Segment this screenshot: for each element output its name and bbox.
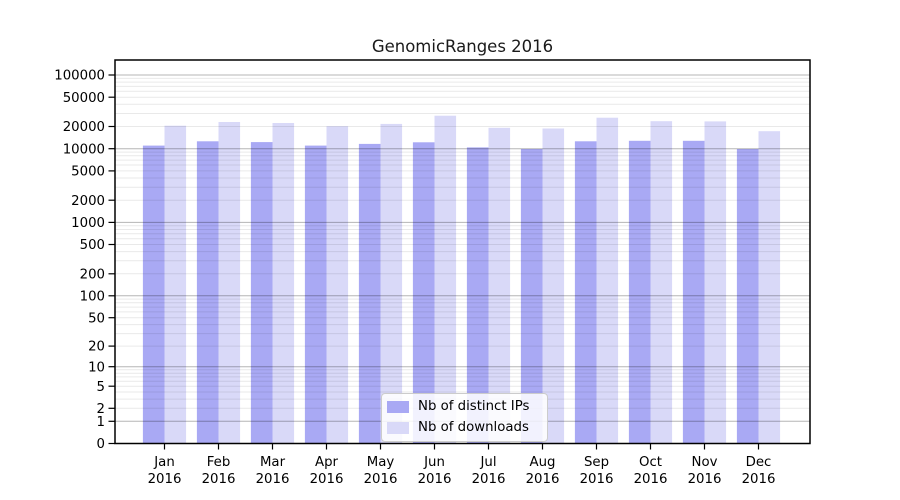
x-tick-label-year: 2016 bbox=[148, 472, 182, 487]
x-tick-label-year: 2016 bbox=[310, 472, 344, 487]
x-tick-label-month: Nov bbox=[692, 455, 718, 470]
bar-jan-downloads bbox=[164, 125, 187, 444]
bar-nov-distinct-ips bbox=[682, 140, 705, 444]
y-tick-label: 2000 bbox=[71, 194, 105, 209]
x-tick-label-year: 2016 bbox=[418, 472, 452, 487]
y-tick-label: 500 bbox=[80, 238, 105, 253]
y-tick-label: 50000 bbox=[63, 91, 105, 106]
legend-label: Nb of distinct IPs bbox=[418, 399, 530, 414]
bar-aug-distinct-ips bbox=[520, 149, 543, 444]
bar-jul-downloads bbox=[488, 127, 511, 444]
bar-sep-distinct-ips bbox=[574, 141, 597, 444]
legend-item-downloads: Nb of downloads bbox=[387, 420, 538, 435]
x-tick-label-month: Feb bbox=[207, 455, 231, 470]
y-tick-label: 200 bbox=[80, 267, 105, 282]
bar-mar-distinct-ips bbox=[250, 142, 273, 444]
bar-dec-downloads bbox=[758, 131, 781, 444]
plot-frame bbox=[114, 59, 811, 445]
bar-feb-distinct-ips bbox=[196, 141, 219, 444]
bar-oct-downloads bbox=[650, 121, 673, 444]
x-tick-label-month: Jan bbox=[153, 455, 175, 470]
bar-sep-downloads bbox=[596, 117, 619, 444]
x-tick-label-month: Aug bbox=[530, 455, 556, 470]
legend-item-distinct-ips: Nb of distinct IPs bbox=[387, 399, 538, 414]
y-tick-label: 10 bbox=[88, 360, 105, 375]
y-tick-label: 100000 bbox=[54, 69, 105, 84]
bar-oct-distinct-ips bbox=[628, 140, 651, 444]
bar-jun-downloads bbox=[434, 115, 457, 444]
y-tick-label: 100 bbox=[80, 289, 105, 304]
bar-may-distinct-ips bbox=[358, 143, 381, 444]
x-tick-label-year: 2016 bbox=[742, 472, 776, 487]
x-tick-label-year: 2016 bbox=[256, 472, 290, 487]
y-tick-label: 20000 bbox=[63, 120, 105, 135]
y-tick-label: 10000 bbox=[63, 142, 105, 157]
bar-may-downloads bbox=[380, 123, 403, 444]
y-tick-label: 5000 bbox=[71, 165, 105, 180]
x-tick-label-year: 2016 bbox=[364, 472, 398, 487]
x-tick-label-year: 2016 bbox=[580, 472, 614, 487]
x-tick-label-year: 2016 bbox=[634, 472, 668, 487]
bar-feb-downloads bbox=[218, 122, 241, 444]
x-tick-label-month: Sep bbox=[584, 455, 609, 470]
x-tick-label-year: 2016 bbox=[202, 472, 236, 487]
bar-mar-downloads bbox=[272, 123, 295, 444]
bar-dec-distinct-ips bbox=[736, 149, 759, 444]
x-tick-label-year: 2016 bbox=[526, 472, 560, 487]
legend-swatch-distinct-ips bbox=[387, 400, 409, 413]
x-tick-label-year: 2016 bbox=[472, 472, 506, 487]
legend: Nb of distinct IPs Nb of downloads bbox=[381, 393, 548, 442]
bar-apr-distinct-ips bbox=[304, 145, 327, 444]
bar-jul-distinct-ips bbox=[466, 147, 489, 444]
y-tick-label: 20 bbox=[88, 340, 105, 355]
bar-nov-downloads bbox=[704, 121, 727, 444]
x-tick-label-year: 2016 bbox=[688, 472, 722, 487]
x-tick-label-month: Jun bbox=[423, 455, 445, 470]
bar-jan-distinct-ips bbox=[142, 145, 165, 444]
bar-jun-distinct-ips bbox=[412, 142, 435, 444]
y-tick-label: 50 bbox=[88, 311, 105, 326]
x-tick-label-month: Jul bbox=[479, 455, 496, 470]
bar-aug-downloads bbox=[542, 128, 565, 444]
y-tick-label: 2 bbox=[97, 402, 105, 417]
y-tick-label: 1000 bbox=[71, 216, 105, 231]
x-tick-label-month: Dec bbox=[746, 455, 772, 470]
legend-label: Nb of downloads bbox=[418, 420, 529, 435]
y-tick-label: 5 bbox=[97, 380, 105, 395]
x-tick-label-month: Apr bbox=[315, 455, 339, 470]
x-tick-label-month: Mar bbox=[260, 455, 286, 470]
y-tick-label: 0 bbox=[97, 437, 105, 452]
bar-apr-downloads bbox=[326, 126, 349, 444]
legend-swatch-downloads bbox=[387, 421, 409, 434]
x-tick-label-month: May bbox=[367, 455, 395, 470]
x-tick-label-month: Oct bbox=[639, 455, 662, 470]
chart-title: GenomicRanges 2016 bbox=[371, 37, 554, 56]
y-tick-label: 1 bbox=[97, 415, 105, 430]
